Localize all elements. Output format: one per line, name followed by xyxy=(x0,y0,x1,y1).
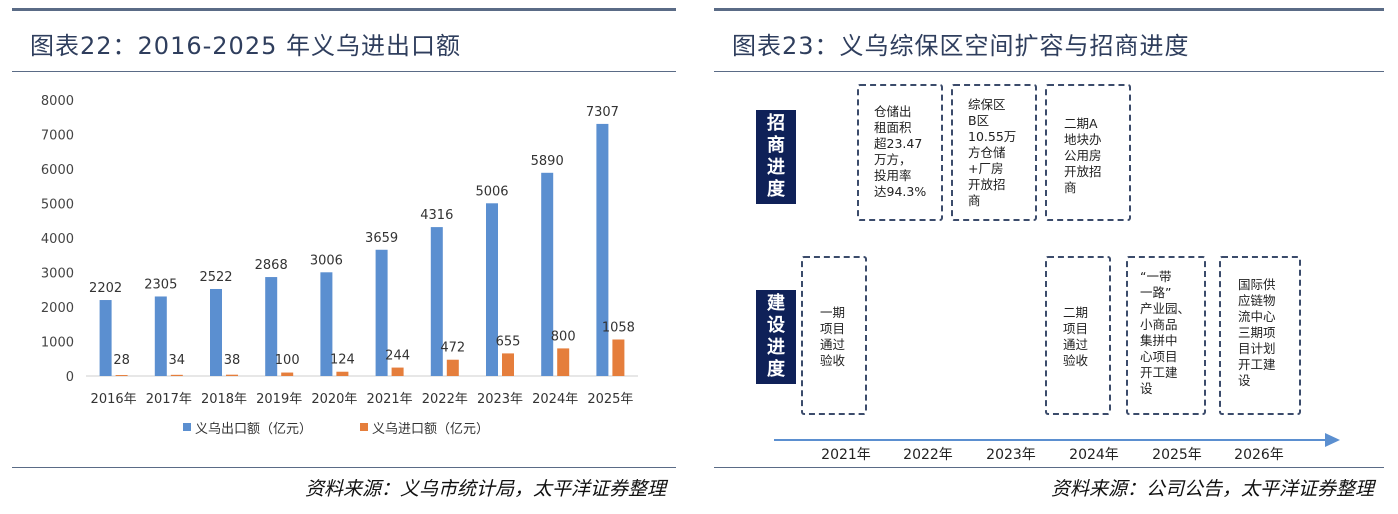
source-note: 资料来源：公司公告，太平洋证券整理 xyxy=(1050,478,1374,500)
build-box-text: 二期 项目 通过 验收 xyxy=(1063,305,1089,368)
chart-title: 图表22：2016-2025 年义乌进出口额 xyxy=(30,32,461,60)
export-bar xyxy=(265,277,278,376)
top-rule xyxy=(12,8,676,11)
y-tick-label: 6000 xyxy=(41,163,74,178)
x-tick-label: 2021年 xyxy=(367,392,413,407)
export-bar xyxy=(154,296,167,376)
export-data-label: 7307 xyxy=(586,105,619,120)
x-tick-label: 2017年 xyxy=(146,392,192,407)
legend-swatch-import xyxy=(360,423,368,431)
y-tick-label: 2000 xyxy=(41,301,74,316)
import-data-label: 124 xyxy=(330,353,355,368)
x-tick-label: 2016年 xyxy=(91,392,137,407)
export-bar xyxy=(375,249,388,376)
row-label-build: 建 设 进 度 xyxy=(756,290,796,384)
bottom-rule xyxy=(714,467,1384,468)
y-tick-label: 1000 xyxy=(41,336,74,351)
y-tick-label: 3000 xyxy=(41,267,74,282)
x-tick-label: 2019年 xyxy=(256,392,302,407)
diagram-title: 图表23：义乌综保区空间扩容与招商进度 xyxy=(732,32,1190,60)
import-bar xyxy=(502,353,514,376)
build-box-2026: 国际供 应链物 流中心 三期项 目计划 开工建 设 xyxy=(1219,256,1301,415)
invest-box-text: 综保区 B区 10.55万 方仓储 +厂房 开放招 商 xyxy=(968,97,1017,208)
invest-box-2022: 仓储出 租面积 超23.47 万方， 投用率 达94.3% xyxy=(857,84,943,221)
import-bar xyxy=(391,367,404,376)
export-data-label: 2522 xyxy=(199,270,232,285)
legend-label-export: 义乌出口额（亿元） xyxy=(195,421,312,437)
timeline-year: 2022年 xyxy=(903,447,953,463)
x-tick-label: 2020年 xyxy=(311,392,357,407)
import-data-label: 800 xyxy=(551,329,576,344)
build-box-text: “一带 一路” 产业园、 小商品 集拼中 心项目 开工建 设 xyxy=(1140,269,1191,396)
title-rule xyxy=(714,71,1384,72)
row-label-invest: 招 商 进 度 xyxy=(756,110,796,204)
import-bar xyxy=(557,348,570,376)
export-data-label: 4316 xyxy=(420,208,453,223)
import-data-label: 34 xyxy=(169,353,186,368)
import-bar xyxy=(281,372,294,376)
y-tick-label: 7000 xyxy=(41,129,74,144)
y-tick-label: 4000 xyxy=(41,232,74,247)
import-bar xyxy=(170,374,183,376)
import-bar xyxy=(115,375,128,376)
import-data-label: 244 xyxy=(385,349,410,364)
export-bar xyxy=(541,172,554,376)
build-box-text: 国际供 应链物 流中心 三期项 目计划 开工建 设 xyxy=(1238,277,1276,388)
build-box-2025: “一带 一路” 产业园、 小商品 集拼中 心项目 开工建 设 xyxy=(1126,256,1206,415)
import-bar xyxy=(336,371,349,376)
export-bar xyxy=(596,123,609,376)
x-tick-label: 2025年 xyxy=(587,392,633,407)
x-tick-label: 2018年 xyxy=(201,392,247,407)
import-data-label: 655 xyxy=(496,334,521,349)
export-data-label: 3659 xyxy=(365,231,398,246)
source-note: 资料来源：义乌市统计局，太平洋证券整理 xyxy=(304,478,666,500)
build-box-2024: 二期 项目 通过 验收 xyxy=(1045,256,1111,415)
export-bar xyxy=(430,227,443,376)
timeline-year: 2023年 xyxy=(986,447,1036,463)
build-box-text: 一期 项目 通过 验收 xyxy=(820,305,846,368)
x-tick-label: 2024年 xyxy=(532,392,578,407)
export-bar xyxy=(320,272,333,376)
timeline-arrow xyxy=(774,433,1340,447)
import-bar xyxy=(226,374,238,376)
export-data-label: 2202 xyxy=(89,281,122,296)
import-data-label: 38 xyxy=(224,353,241,368)
x-tick-label: 2022年 xyxy=(422,392,468,407)
export-bar xyxy=(99,300,112,376)
export-bar xyxy=(486,203,498,376)
timeline-year: 2025年 xyxy=(1152,447,1202,463)
timeline-year: 2021年 xyxy=(821,447,871,463)
build-box-2021: 一期 项目 通过 验收 xyxy=(801,256,867,415)
title-rule xyxy=(12,71,676,72)
export-data-label: 5006 xyxy=(475,184,508,199)
import-bar xyxy=(446,359,459,376)
timeline-year: 2024年 xyxy=(1069,447,1119,463)
invest-box-2023: 综保区 B区 10.55万 方仓储 +厂房 开放招 商 xyxy=(951,84,1037,221)
export-data-label: 5890 xyxy=(531,154,564,169)
invest-box-text: 仓储出 租面积 超23.47 万方， 投用率 达94.3% xyxy=(874,104,927,199)
invest-box-text: 二期A 地块办 公用房 开放招 商 xyxy=(1064,116,1102,195)
y-tick-label: 5000 xyxy=(41,198,74,213)
x-tick-label: 2023年 xyxy=(477,392,523,407)
right-panel: 图表23：义乌综保区空间扩容与招商进度 招 商 进 度 建 设 进 度 仓储出 … xyxy=(702,0,1398,514)
legend-swatch-export xyxy=(183,423,191,431)
left-panel: 图表22：2016-2025 年义乌进出口额 0 1000 2000 3000 4000… xyxy=(0,0,690,514)
bottom-rule xyxy=(12,467,676,468)
top-rule xyxy=(714,8,1384,11)
import-data-label: 1058 xyxy=(602,320,635,335)
y-tick-label: 0 xyxy=(66,370,74,385)
export-bar xyxy=(210,288,222,376)
export-data-label: 2868 xyxy=(255,258,288,273)
import-data-label: 100 xyxy=(275,353,300,368)
bar-chart: 0 1000 2000 3000 4000 5000 6000 7000 8000 2202 28 2… xyxy=(41,94,638,437)
legend-label-import: 义乌进口额（亿元） xyxy=(372,421,489,437)
import-data-label: 28 xyxy=(113,353,130,368)
export-data-label: 2305 xyxy=(144,277,177,292)
y-tick-label: 8000 xyxy=(41,94,74,109)
timeline-year: 2026年 xyxy=(1234,447,1284,463)
import-bar xyxy=(612,339,625,376)
invest-box-2024: 二期A 地块办 公用房 开放招 商 xyxy=(1045,84,1131,221)
export-data-label: 3006 xyxy=(310,253,343,268)
import-data-label: 472 xyxy=(440,341,465,356)
